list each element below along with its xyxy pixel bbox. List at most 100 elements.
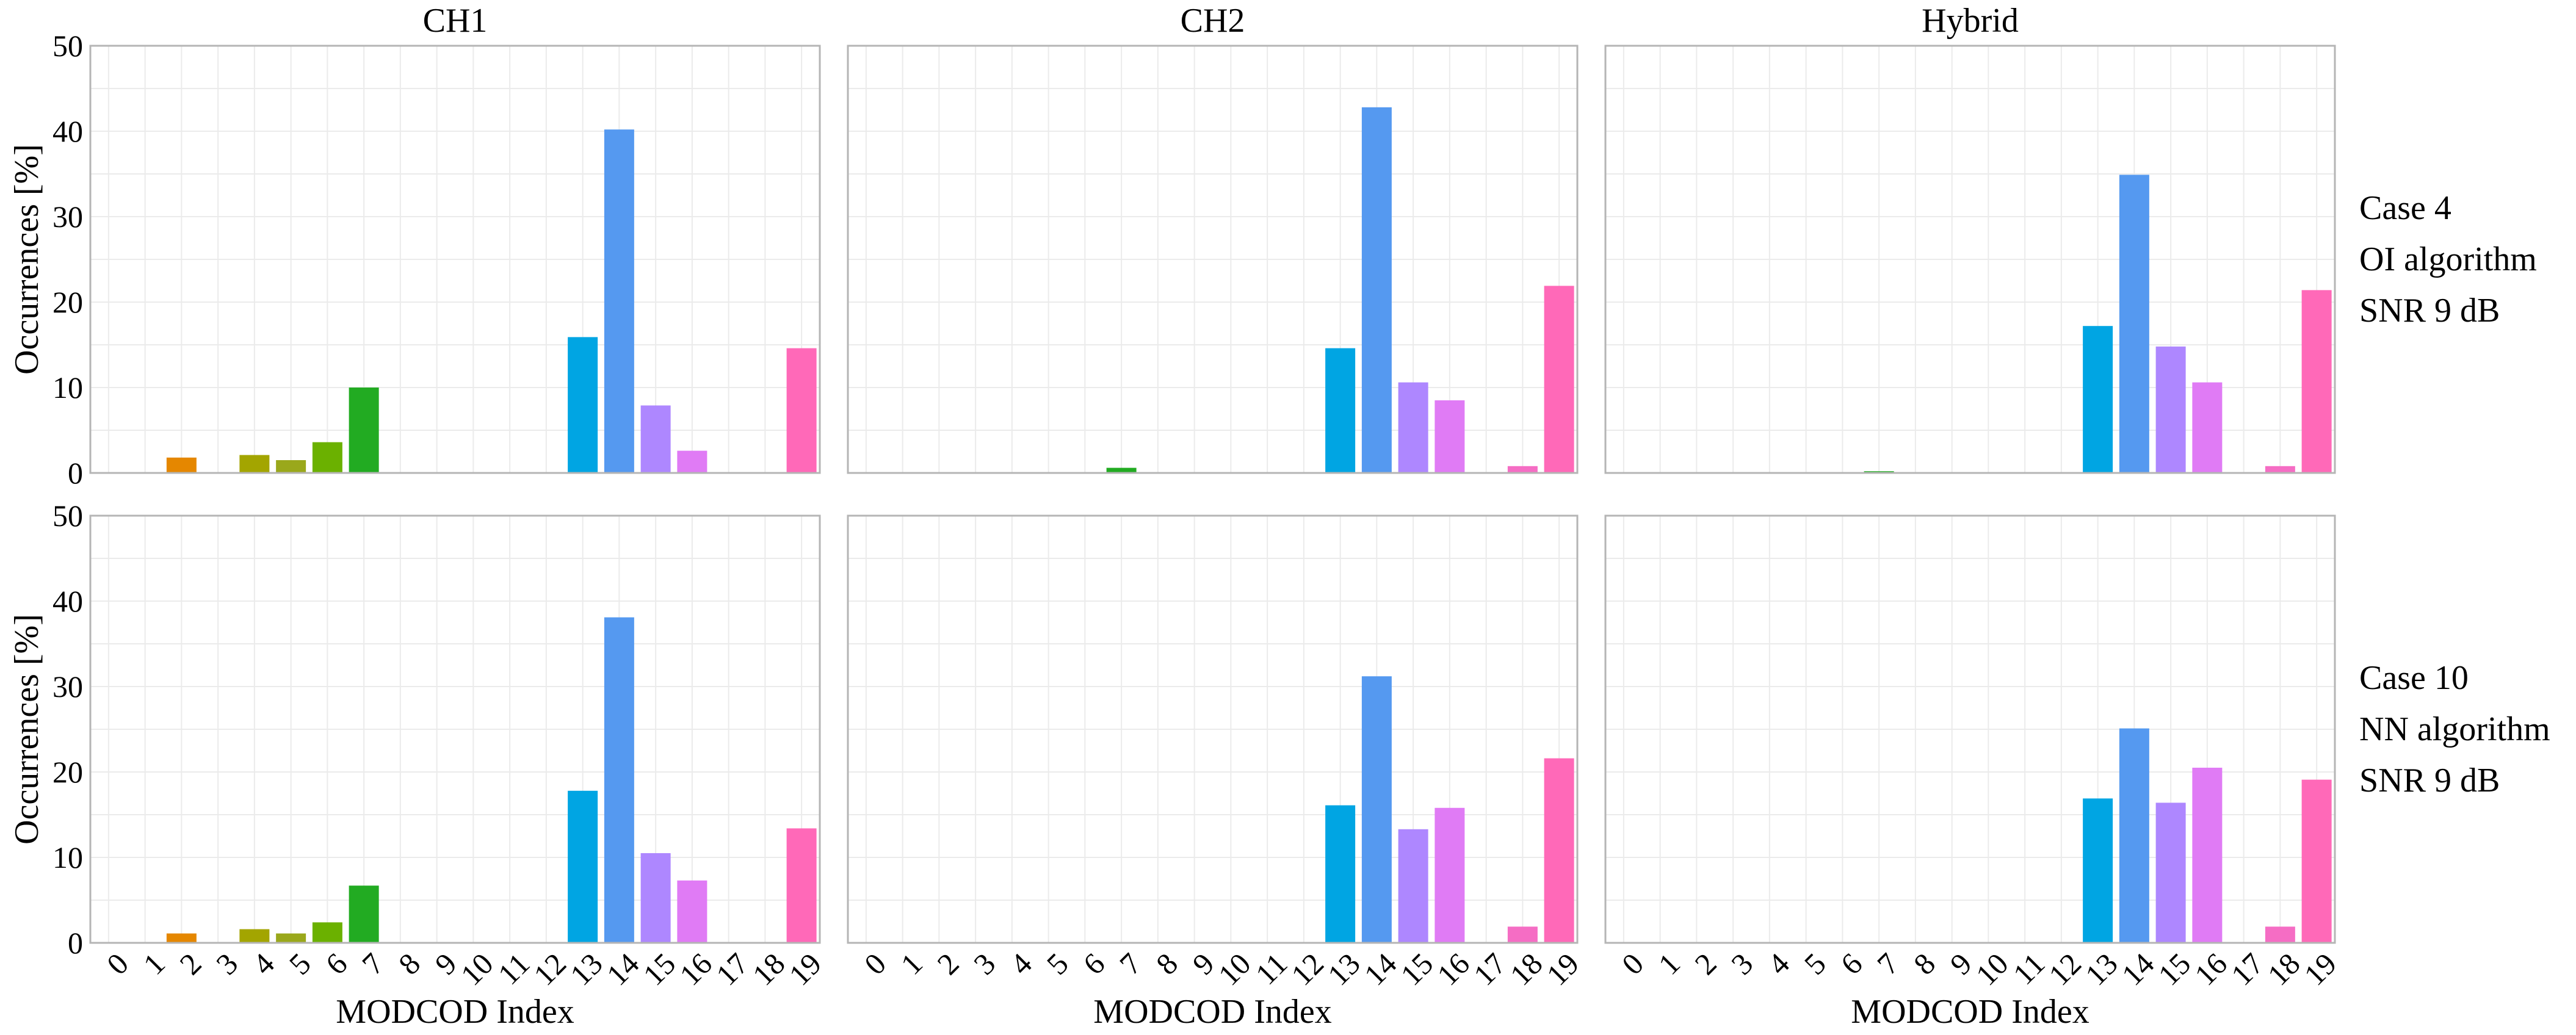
x-tick-label: 2 xyxy=(930,947,965,981)
panel-frame xyxy=(89,45,821,474)
bar xyxy=(568,790,598,943)
panel-frames-layer xyxy=(89,45,2336,944)
bar xyxy=(2155,802,2186,943)
bar xyxy=(312,922,342,943)
panel-frame xyxy=(89,514,821,944)
x-tick-label: 19 xyxy=(782,947,828,992)
bar xyxy=(1435,400,1465,473)
bar xyxy=(604,617,634,943)
y-tick-label: 30 xyxy=(52,669,83,704)
y-axis-label: Occurrences [%] xyxy=(8,614,46,845)
panel-frame xyxy=(847,45,1579,474)
y-tick-label: 10 xyxy=(52,840,83,875)
bar xyxy=(1507,466,1538,473)
bar xyxy=(349,388,379,473)
bar xyxy=(2119,728,2149,943)
x-tick-label: 0 xyxy=(858,947,892,981)
bar xyxy=(1361,107,1392,474)
x-tick-label: 0 xyxy=(1615,947,1650,981)
bar xyxy=(677,880,707,943)
row-label-line: SNR 9 dB xyxy=(2359,762,2500,799)
bar xyxy=(640,405,671,473)
y-tick-label: 0 xyxy=(68,926,83,960)
x-tick-label: 2 xyxy=(1688,947,1723,981)
x-axis-label: MODCOD Index xyxy=(1851,993,2089,1031)
bar xyxy=(239,455,270,473)
y-tick-label: 50 xyxy=(52,29,83,63)
panel-frame xyxy=(1604,45,2336,474)
x-tick-label: 1 xyxy=(137,947,172,981)
bar xyxy=(1544,758,1574,943)
column-title: Hybrid xyxy=(1922,2,2019,40)
bar xyxy=(166,933,197,943)
y-tick-label: 40 xyxy=(52,584,83,618)
bar xyxy=(1435,807,1465,943)
bar xyxy=(1106,467,1137,473)
panel-frame xyxy=(847,514,1579,944)
column-title: CH2 xyxy=(1181,2,1245,40)
x-tick-label: 19 xyxy=(1539,947,1585,992)
row-label-line: SNR 9 dB xyxy=(2359,292,2500,330)
row-label-line: NN algorithm xyxy=(2359,710,2550,748)
x-tick-label: 4 xyxy=(246,947,281,981)
bar xyxy=(1325,805,1356,943)
bar xyxy=(166,457,197,473)
bar xyxy=(2265,926,2295,943)
row-label-line: Case 4 xyxy=(2359,189,2451,227)
y-tick-label: 40 xyxy=(52,114,83,148)
x-tick-label: 3 xyxy=(209,947,244,981)
bar xyxy=(2301,290,2332,473)
bar xyxy=(2301,779,2332,943)
bar xyxy=(2265,466,2295,473)
bars-layer xyxy=(166,107,2332,943)
x-tick-label: 4 xyxy=(1004,947,1038,981)
x-tick-label: 8 xyxy=(392,947,427,981)
bar xyxy=(349,885,379,943)
x-tick-label: 5 xyxy=(283,947,317,981)
y-axis-label: Occurrences [%] xyxy=(8,144,46,375)
bar xyxy=(2119,175,2149,473)
bar xyxy=(786,348,817,473)
bar xyxy=(786,828,817,943)
bar xyxy=(1325,348,1356,473)
bar xyxy=(2192,382,2223,473)
y-tick-label: 0 xyxy=(68,456,83,490)
x-tick-label: 8 xyxy=(1149,947,1184,981)
bar xyxy=(640,853,671,943)
column-title: CH1 xyxy=(423,2,488,40)
x-tick-label: 7 xyxy=(1870,947,1905,981)
x-tick-label: 3 xyxy=(1724,947,1759,981)
x-tick-label: 5 xyxy=(1040,947,1075,981)
bar xyxy=(1544,286,1574,473)
grid-layer xyxy=(90,45,2335,943)
bar xyxy=(604,129,634,473)
y-tick-label: 10 xyxy=(52,370,83,405)
panel-frame xyxy=(1604,514,2336,944)
bar xyxy=(239,929,270,943)
x-tick-label: 6 xyxy=(1076,947,1111,981)
x-tick-label: 0 xyxy=(100,947,135,981)
y-tick-label: 20 xyxy=(52,755,83,789)
x-tick-label: 8 xyxy=(1907,947,1942,981)
bar xyxy=(1507,926,1538,943)
bar xyxy=(2155,346,2186,473)
x-tick-label: 3 xyxy=(967,947,1002,981)
x-tick-label: 5 xyxy=(1798,947,1833,981)
x-tick-label: 7 xyxy=(1113,947,1148,981)
x-tick-label: 2 xyxy=(173,947,208,981)
bar xyxy=(276,933,306,943)
bar xyxy=(2192,768,2223,943)
bar xyxy=(1361,676,1392,943)
bar xyxy=(2083,798,2113,943)
y-tick-label: 30 xyxy=(52,200,83,234)
y-tick-label: 50 xyxy=(52,499,83,533)
row-label-line: OI algorithm xyxy=(2359,240,2537,278)
row-label-line: Case 10 xyxy=(2359,659,2469,697)
x-tick-label: 6 xyxy=(319,947,353,981)
bar xyxy=(568,337,598,473)
y-tick-label: 20 xyxy=(52,285,83,319)
bar xyxy=(2083,326,2113,473)
x-tick-label: 19 xyxy=(2297,947,2343,992)
bar xyxy=(1398,829,1428,943)
